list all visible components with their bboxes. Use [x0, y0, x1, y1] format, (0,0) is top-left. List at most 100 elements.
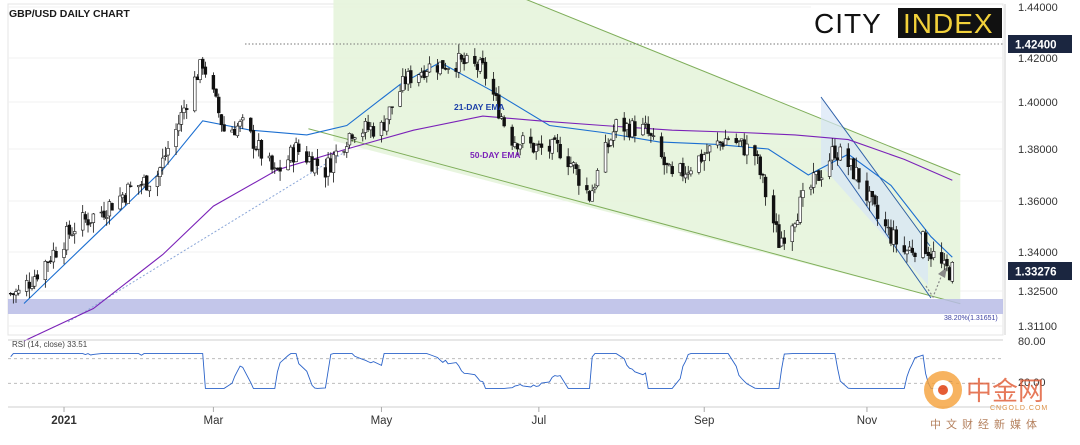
candle-body — [350, 134, 354, 139]
candle-body — [771, 195, 776, 224]
candle-body — [387, 106, 392, 120]
candle-body — [585, 185, 589, 191]
candle-body — [705, 152, 709, 154]
candle-body — [718, 141, 722, 144]
candle-body — [345, 146, 349, 153]
candle-body — [409, 70, 413, 84]
candle-body — [609, 139, 613, 146]
candle-body — [491, 78, 496, 95]
candle-body — [790, 225, 794, 242]
candle-body — [270, 155, 274, 170]
zones-layer — [8, 0, 1003, 323]
channel-upper-line — [526, 0, 961, 176]
candle-body — [702, 154, 706, 161]
candle-body — [70, 234, 74, 236]
candle-body — [905, 250, 909, 255]
candle-body — [54, 250, 58, 258]
candle-body — [651, 135, 656, 137]
candle-body — [331, 154, 336, 173]
candle-body — [110, 203, 114, 211]
candle-body — [457, 53, 461, 73]
chart-title: GBP/USD DAILY CHART — [9, 8, 130, 20]
candle-body — [259, 140, 264, 159]
candle-body — [577, 169, 581, 186]
candle-body — [353, 137, 357, 140]
ema-line-1 — [23, 115, 953, 342]
candle-body — [827, 160, 832, 177]
channel-lower-line — [308, 128, 961, 305]
time-tick-label: Jul — [531, 415, 546, 427]
rsi-line — [10, 353, 953, 389]
candle-body — [838, 146, 842, 161]
candle-body — [521, 135, 525, 144]
time-tick-label: Sep — [694, 415, 714, 427]
candle-body — [641, 124, 645, 136]
candle-body — [558, 144, 562, 159]
candle-body — [102, 210, 106, 218]
candle-body — [72, 231, 77, 235]
candle-body — [83, 214, 88, 220]
candle-body — [441, 60, 445, 69]
rsi-label: RSI (14, close) 33.51 — [12, 340, 88, 349]
wedge-upper-line — [820, 96, 931, 247]
candle-body — [875, 204, 880, 219]
watermark-cn-text: 中金网 — [966, 377, 1044, 407]
candle-body — [313, 159, 317, 174]
candle-body — [64, 226, 69, 251]
candle-body — [590, 190, 594, 202]
candle-body — [555, 139, 560, 144]
candle-body — [913, 252, 917, 257]
price-tick-label: 1.36000 — [1018, 196, 1058, 208]
candle-body — [427, 63, 432, 73]
candle-body — [910, 247, 915, 253]
candle-body — [16, 289, 21, 294]
candle-body — [758, 156, 762, 176]
candle-body — [104, 217, 109, 219]
candle-body — [819, 177, 824, 180]
candle-body — [147, 185, 152, 192]
city-index-logo: CITY INDEX — [811, 6, 1003, 40]
candle-body — [193, 76, 197, 112]
time-tick-label: 2021 — [51, 415, 77, 427]
candle-body — [689, 170, 693, 175]
candle-body — [659, 136, 664, 157]
candle-body — [201, 58, 205, 69]
candle-body — [80, 212, 85, 231]
candles-layer — [8, 44, 955, 304]
current-price-badge-bg — [1008, 262, 1072, 280]
candle-body — [137, 185, 141, 188]
candle-body — [465, 55, 469, 63]
candle-body — [566, 156, 570, 168]
candle-body — [347, 133, 352, 146]
candle-body — [235, 125, 240, 137]
candle-body — [361, 132, 365, 137]
logo-index-text: INDEX — [903, 8, 994, 39]
candle-body — [91, 213, 96, 223]
candle-body — [211, 75, 216, 90]
candle-body — [633, 121, 637, 136]
candle-body — [366, 121, 370, 130]
candle-body — [334, 150, 338, 157]
candle-body — [118, 195, 122, 210]
candle-body — [753, 145, 757, 157]
candle-body — [846, 148, 850, 167]
projection-arrowhead — [938, 267, 947, 278]
candle-body — [529, 136, 533, 144]
candle-body — [251, 130, 256, 149]
price-tick-label: 1.38000 — [1018, 144, 1058, 156]
rsi-tick-label: 20.00 — [1018, 377, 1046, 389]
candle-body — [681, 162, 685, 177]
candle-body — [297, 143, 301, 153]
candle-body — [603, 142, 608, 173]
candle-body — [278, 167, 282, 172]
rsi-tick-label: 80.00 — [1018, 336, 1046, 348]
candle-body — [214, 88, 218, 97]
candle-body — [129, 185, 133, 187]
time-tick-label: Nov — [857, 415, 878, 427]
candle-body — [811, 172, 816, 188]
candle-body — [945, 258, 949, 267]
candle-body — [553, 137, 557, 140]
candle-body — [518, 144, 522, 150]
candle-body — [390, 106, 394, 108]
